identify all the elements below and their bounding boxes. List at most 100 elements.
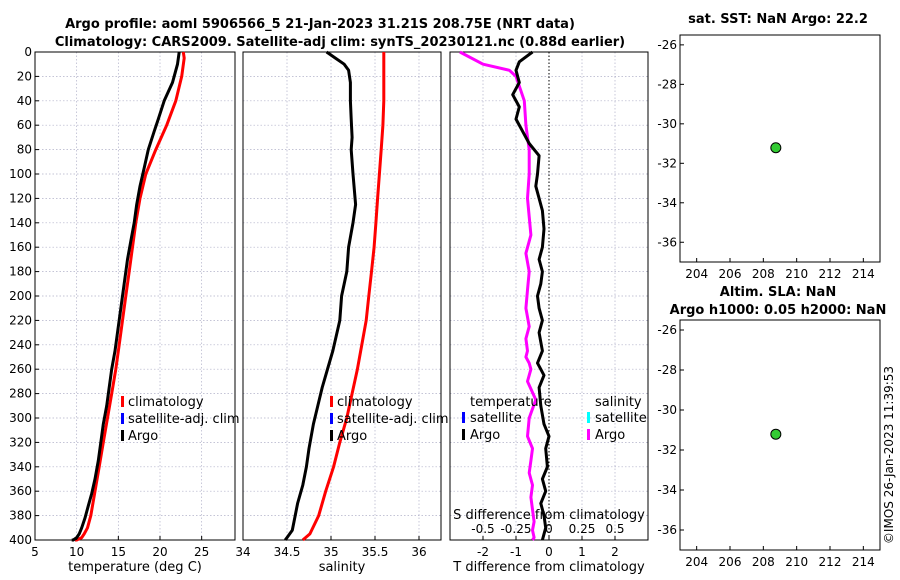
legend-swatch: [330, 396, 333, 407]
legend-swatch: [121, 430, 124, 441]
y-tick-label: 240: [9, 338, 32, 352]
x-axis-label: temperature (deg C): [68, 560, 202, 575]
x-tick-label: 25: [194, 545, 209, 559]
x-tick-label: 34.5: [274, 545, 301, 559]
x-tick-label: 20: [152, 545, 167, 559]
x-tick-label: 208: [752, 267, 775, 281]
x-tick-label: 208: [752, 555, 775, 569]
argo-salinity-line: [284, 50, 358, 541]
x-tick-label: 15: [111, 545, 126, 559]
legend-label: satellite-adj. clim: [128, 412, 240, 427]
y-tick-label: -32: [657, 156, 677, 170]
y-tick-label: 120: [9, 191, 32, 205]
y-tick-label: -32: [657, 443, 677, 457]
map-title: sat. SST: NaN Argo: 22.2: [688, 12, 868, 27]
argo-position-marker: [770, 142, 782, 154]
y-tick-label: -30: [657, 403, 677, 417]
main-title: Argo profile: aoml 5906566_5 21-Jan-2023…: [65, 17, 575, 32]
x-tick-label: 35: [323, 545, 338, 559]
legend-heading-temperature: temperature: [470, 395, 552, 410]
legend-label: Argo: [128, 429, 158, 444]
s-tick-label: 0.5: [605, 522, 624, 536]
legend-label: Argo: [595, 428, 625, 443]
x-tick-label: 212: [819, 267, 842, 281]
y-tick-label: 380: [9, 509, 32, 523]
x-tick-label: 34: [235, 545, 250, 559]
map-panel-1: -26 -28 -30 -32 -34 -36 204 206 208 210 212 214 sat.…: [657, 12, 881, 281]
x-tick-label: 210: [785, 555, 808, 569]
axes-frame: [679, 319, 881, 551]
main-subtitle: Climatology: CARS2009. Satellite-adj cli…: [55, 35, 625, 50]
legend-swatch: [587, 412, 590, 423]
legend-swatch: [330, 430, 333, 441]
y-tick-label: 220: [9, 313, 32, 327]
map-panel-2: -26 -28 -30 -32 -34 -36 204 206 208 210 212 214 Alti…: [657, 285, 886, 569]
x-tick-label: 204: [685, 267, 708, 281]
footer-stamp: ©IMOS 26-Jan-2023 11:39:53: [882, 366, 896, 544]
y-tick-label: -30: [657, 117, 677, 131]
legend-swatch: [121, 413, 124, 424]
argo-position-marker: [770, 428, 782, 440]
y-tick-label: 360: [9, 484, 32, 498]
climatology-salinity-line: [301, 52, 386, 542]
x-tick-label: 1: [578, 545, 586, 559]
x-tick-label: -1: [510, 545, 522, 559]
x-tick-label: 210: [785, 267, 808, 281]
y-tick-label: -34: [657, 483, 677, 497]
argo-temperature-line: [71, 51, 181, 542]
legend-swatch: [462, 429, 465, 440]
y-tick-label: -36: [657, 235, 677, 249]
legend-heading-salinity: salinity: [595, 395, 642, 410]
legend-label: climatology: [128, 395, 204, 410]
s-tick-label: -0.25: [500, 522, 531, 536]
y-tick-label: 0: [24, 45, 32, 59]
y-tick-label: 20: [17, 69, 32, 83]
temperature-difference-line: [511, 50, 551, 541]
legend-label: satellite-adj. clim: [337, 412, 449, 427]
x-tick-label: 35.5: [362, 545, 389, 559]
x-tick-label: 206: [719, 555, 742, 569]
map-title: Altim. SLA: NaN: [720, 285, 836, 300]
x-tick-label: 206: [719, 267, 742, 281]
axes-frame: [34, 51, 236, 541]
legend-swatch: [330, 413, 333, 424]
x-tick-label: -2: [477, 545, 489, 559]
y-tick-label: 200: [9, 289, 32, 303]
s-tick-label: 0: [545, 522, 553, 536]
x-tick-label: 2: [611, 545, 619, 559]
s-tick-label: -0.5: [471, 522, 494, 536]
y-tick-label: 280: [9, 387, 32, 401]
legend-swatch: [462, 412, 465, 423]
x-tick-label: 36: [411, 545, 426, 559]
y-tick-label: 60: [17, 118, 32, 132]
x-tick-label: 5: [31, 545, 39, 559]
y-tick-label: -28: [657, 77, 677, 91]
y-tick-label: 260: [9, 362, 32, 376]
y-tick-label: 320: [9, 435, 32, 449]
y-tick-label: 140: [9, 216, 32, 230]
legend-label: Argo: [337, 429, 367, 444]
x-tick-label: 204: [685, 555, 708, 569]
profile-panel-1: 34 34.5 35 35.5 36 salinity climatology satelli…: [235, 50, 449, 575]
y-tick-label: -26: [657, 38, 677, 52]
map-subtitle: Argo h1000: 0.05 h2000: NaN: [670, 303, 887, 318]
x-tick-label: 214: [852, 555, 875, 569]
y-tick-label: 340: [9, 460, 32, 474]
y-tick-label: 300: [9, 411, 32, 425]
profile-panel-0: 0 20 40 60 80 100 120 140 160 180 200 220 240 260 280 3…: [9, 45, 240, 575]
x-tick-label: 0: [545, 545, 553, 559]
y-tick-label: -28: [657, 363, 677, 377]
y-tick-label: -36: [657, 523, 677, 537]
legend-swatch: [587, 429, 590, 440]
y-tick-label: -34: [657, 196, 677, 210]
legend-swatch: [121, 396, 124, 407]
s-tick-label: 0.25: [569, 522, 596, 536]
profile-panel-2: -2 -1 0 1 2T difference from climatology S di…: [449, 50, 649, 575]
y-tick-label: -26: [657, 323, 677, 337]
y-tick-label: 180: [9, 265, 32, 279]
axes-frame: [679, 34, 881, 263]
x-axis-label: salinity: [319, 560, 366, 575]
x-axis-label: T difference from climatology: [452, 560, 645, 575]
y-tick-label: 400: [9, 533, 32, 547]
